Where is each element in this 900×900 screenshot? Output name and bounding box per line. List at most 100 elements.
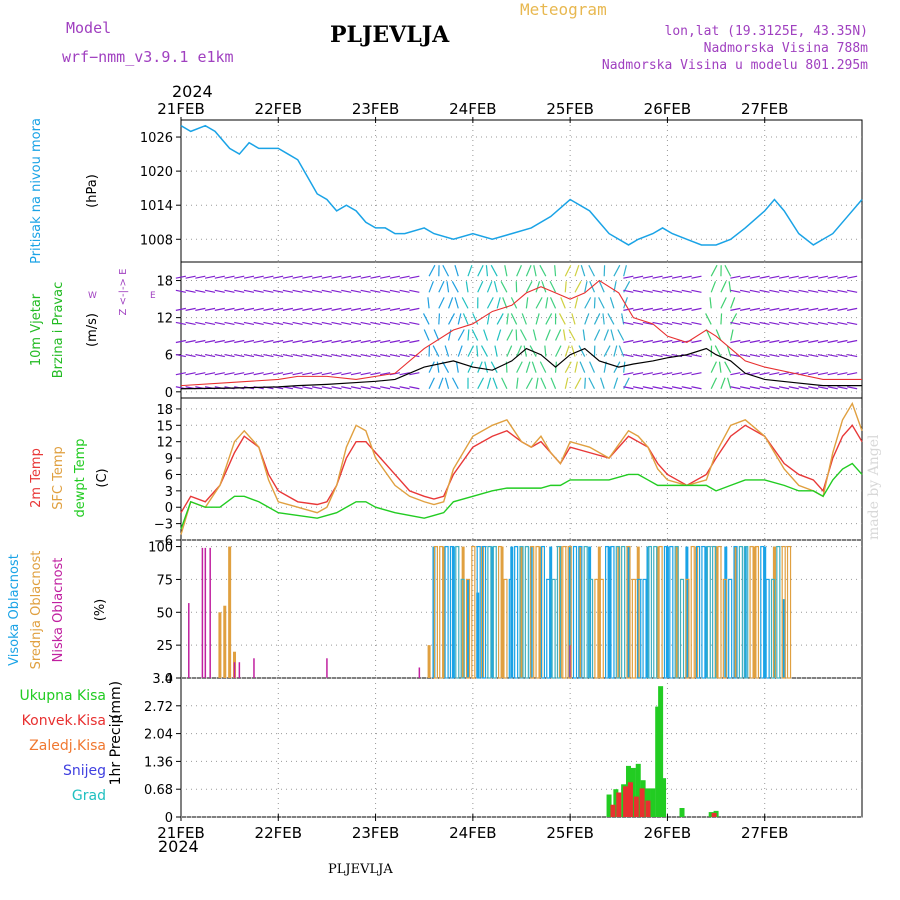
wind-arrow [490,361,498,373]
wind-arrow [740,386,751,390]
wind-arrow [442,264,450,277]
wind-arrow [370,275,381,279]
cloud-bar [238,662,241,678]
wind-arrow [451,377,459,390]
wind-arrow [778,289,790,293]
cloud-bar [568,546,572,678]
wind-arrow [574,281,582,293]
wind-arrow [671,275,683,279]
wind-arrow [341,372,352,376]
wind-arrow [273,289,284,293]
cloud-bar [418,667,421,678]
wind-arrow [749,321,760,326]
wind-arrow [535,377,539,389]
y-tick-label: 50 [156,606,173,621]
wind-arrow [578,345,586,357]
wind-arrow [292,275,303,279]
wind-arrow [457,345,463,357]
wind-arrow [705,313,712,325]
wind-arrow [662,275,673,279]
wind-arrow [224,275,235,279]
cloud-bar [738,545,743,679]
wind-arrow [827,289,838,293]
wind-arrow [321,353,332,358]
cloud-bar [578,546,582,678]
wind-arrow [380,307,391,311]
wind-arrow [243,339,255,344]
wind-arrow [817,386,829,390]
wind-arrow [311,386,323,390]
cloud-bar [675,546,679,678]
wind-arrow [321,386,332,390]
wind-arrow [662,386,673,390]
wind-arrow [311,353,323,358]
wind-arrow [726,377,732,389]
cloud-bar [615,545,620,679]
y-tick-label: 1014 [140,199,173,214]
wind-arrow [652,321,663,326]
wind-arrow [705,329,712,341]
cloud-bar [599,578,604,679]
sfc-temp-label: SFC Temp [51,446,66,510]
cloud-bar [685,546,689,678]
wind-arrow [477,361,483,373]
wind-arrow [292,353,303,358]
cloud-bar [690,545,695,679]
wind-arrow [175,339,186,344]
wind-arrow [730,386,741,390]
wind-arrow [214,275,225,279]
wind-arrow [451,281,459,293]
wind-arrow [730,372,741,376]
y-tick-label: 1026 [140,131,173,146]
wind-arrow [847,289,858,293]
wind-arrow [282,307,293,311]
wind-arrow [350,321,362,326]
cloud-bar [631,578,636,679]
wind-arrow [428,361,435,373]
wind-arrow [175,321,186,326]
wind-arrow [603,329,610,341]
wind-arrow [788,353,799,358]
wind-arrow [609,297,615,309]
wind-arrow [483,329,489,341]
wind-arrow [302,386,313,390]
wind-arrow [715,329,722,341]
wind-arrow [243,289,255,293]
cloud-bar [201,547,204,678]
date-label-top: 26FEB [644,100,691,118]
wind-arrow [749,307,760,311]
wind-arrow [730,339,741,344]
wind-arrow [243,275,255,279]
wind-arrow [539,361,547,373]
wind-arrow [263,321,274,326]
wind-arrow [214,339,225,344]
cloud-mid-label: Srednja Oblacnost [29,551,44,670]
temp-line-1 [180,401,863,535]
wind-arrow [519,329,527,341]
wind-arrow [817,372,829,376]
wind-arrow [461,297,469,309]
wind-arrow [350,353,362,358]
wind-arrow [485,265,489,277]
wind-arrow [730,297,736,309]
cloud-bar [549,546,553,678]
wind-arrow [671,386,683,390]
precip-bar [606,794,612,817]
cloud-bar [223,605,227,678]
wind-arrow [486,281,493,293]
wind-arrow [465,281,469,293]
wind-arrow [273,321,284,326]
wind-arrow [341,386,352,390]
cloud-bar [455,545,460,679]
wind-arrow [516,377,519,389]
date-label-top: 27FEB [741,100,788,118]
wind-arrow [253,339,264,344]
cloud-unit: (%) [93,599,108,622]
model-version: wrf−nmm_v3.9.1 e1km [62,48,234,66]
precip-bar [655,706,661,817]
wind-arrow [438,377,444,389]
wind-arrow [224,372,235,376]
wind-arrow [788,386,799,390]
